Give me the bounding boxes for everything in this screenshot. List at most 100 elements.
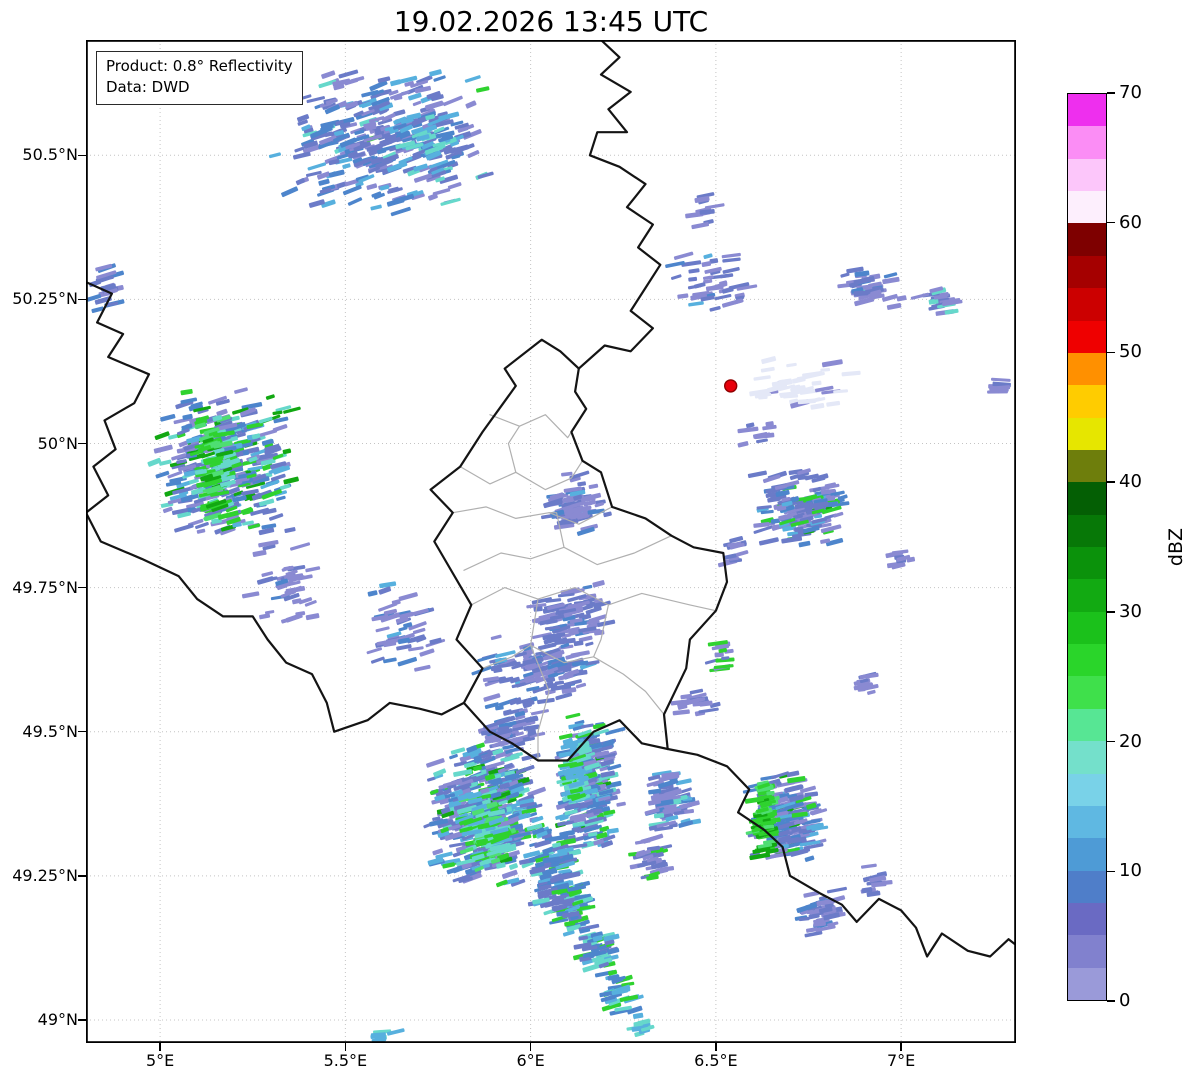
echo-bin [637,1018,651,1026]
echo-bin [573,747,590,754]
echo-bin [258,527,275,536]
echo-bin [701,261,712,268]
echo-bin [521,860,534,869]
echo-bin [798,540,811,548]
echo-bin [813,921,826,927]
echo-bin [693,282,706,289]
echo-bin [178,464,197,472]
echo-bin [560,642,570,649]
country-border-line [86,281,465,733]
echo-bin [444,136,457,146]
echo-bin [811,517,828,524]
echo-bin [480,858,493,865]
echo-bin [336,152,352,160]
echo-bin [563,835,576,841]
echo-bin [260,479,280,490]
echo-bin [774,484,788,490]
echo-bin [402,165,417,174]
colorbar-segment [1068,870,1106,903]
echo-bin [560,587,581,595]
echo-bin [268,465,285,475]
echo-bin [484,773,496,781]
echo-bin [562,737,574,745]
echo-bin [397,75,418,85]
echo-bin [225,457,241,467]
echo-bin [425,100,444,111]
echo-bin [388,186,400,194]
colorbar-segment [1068,676,1106,709]
echo-bin [583,501,593,507]
echo-bin [555,692,573,701]
echo-bin [685,697,706,705]
echo-bin [454,814,474,825]
echo-bin [499,782,510,790]
echo-bin [869,875,886,883]
echo-bin [189,478,199,485]
echo-bin [339,121,351,129]
echo-bin [659,865,675,872]
echo-bin [721,656,730,661]
echo-bin [557,846,574,854]
echo-bin [775,801,796,810]
echo-bin [531,815,544,824]
echo-bin [420,137,437,146]
echo-bin [398,626,408,632]
colorbar-tick-label: 10 [1119,860,1142,882]
echo-bin [488,816,505,826]
echo-bin [551,888,569,895]
echo-bin [321,199,336,208]
echo-bin [600,759,614,767]
echo-bin [454,122,469,130]
echo-bin [264,445,282,456]
y-tick-mark [78,730,86,733]
echo-bin [891,549,909,555]
echo-bin [474,832,485,839]
echo-bin [225,505,238,513]
echo-bin [651,862,669,870]
echo-bin [761,356,777,365]
echo-bin [564,920,576,927]
echo-bin [197,444,212,453]
echo-bin [194,422,207,429]
echo-bin [606,827,619,834]
echo-bin [467,797,483,805]
echo-bin [475,810,491,819]
echo-bin [714,293,732,301]
echo-bin [284,585,303,596]
echo-bin [196,482,206,488]
echo-bin [762,424,777,431]
echo-bin [447,784,457,789]
echo-bin [526,823,543,831]
echo-bin [275,405,292,412]
echo-bin [453,802,474,811]
echo-bin [363,121,377,129]
echo-bin [791,826,802,834]
echo-bin [368,116,385,123]
echo-bin [690,292,708,301]
echo-bin [225,422,246,433]
echo-bin [804,831,819,839]
echo-bin [279,484,291,490]
echo-bin [562,667,572,673]
echo-bin [507,779,519,788]
admin-border-line [507,425,521,473]
echo-bin [471,803,488,813]
echo-bin [427,857,444,866]
echo-bin [756,806,769,814]
echo-bin [896,554,911,562]
echo-bin [492,779,503,787]
echo-bin [804,791,819,798]
echo-bin [568,780,585,789]
echo-bin [666,774,679,780]
echo-bin [475,838,489,845]
echo-bin [530,709,549,716]
echo-bin [806,926,821,933]
echo-bin [393,116,407,125]
echo-bin [554,637,576,645]
country-borders [86,40,1016,958]
echo-bin [352,156,363,165]
country-border-line [666,747,1016,958]
echo-bin [557,607,577,615]
echo-bin [328,169,345,178]
echo-bin [294,146,305,153]
